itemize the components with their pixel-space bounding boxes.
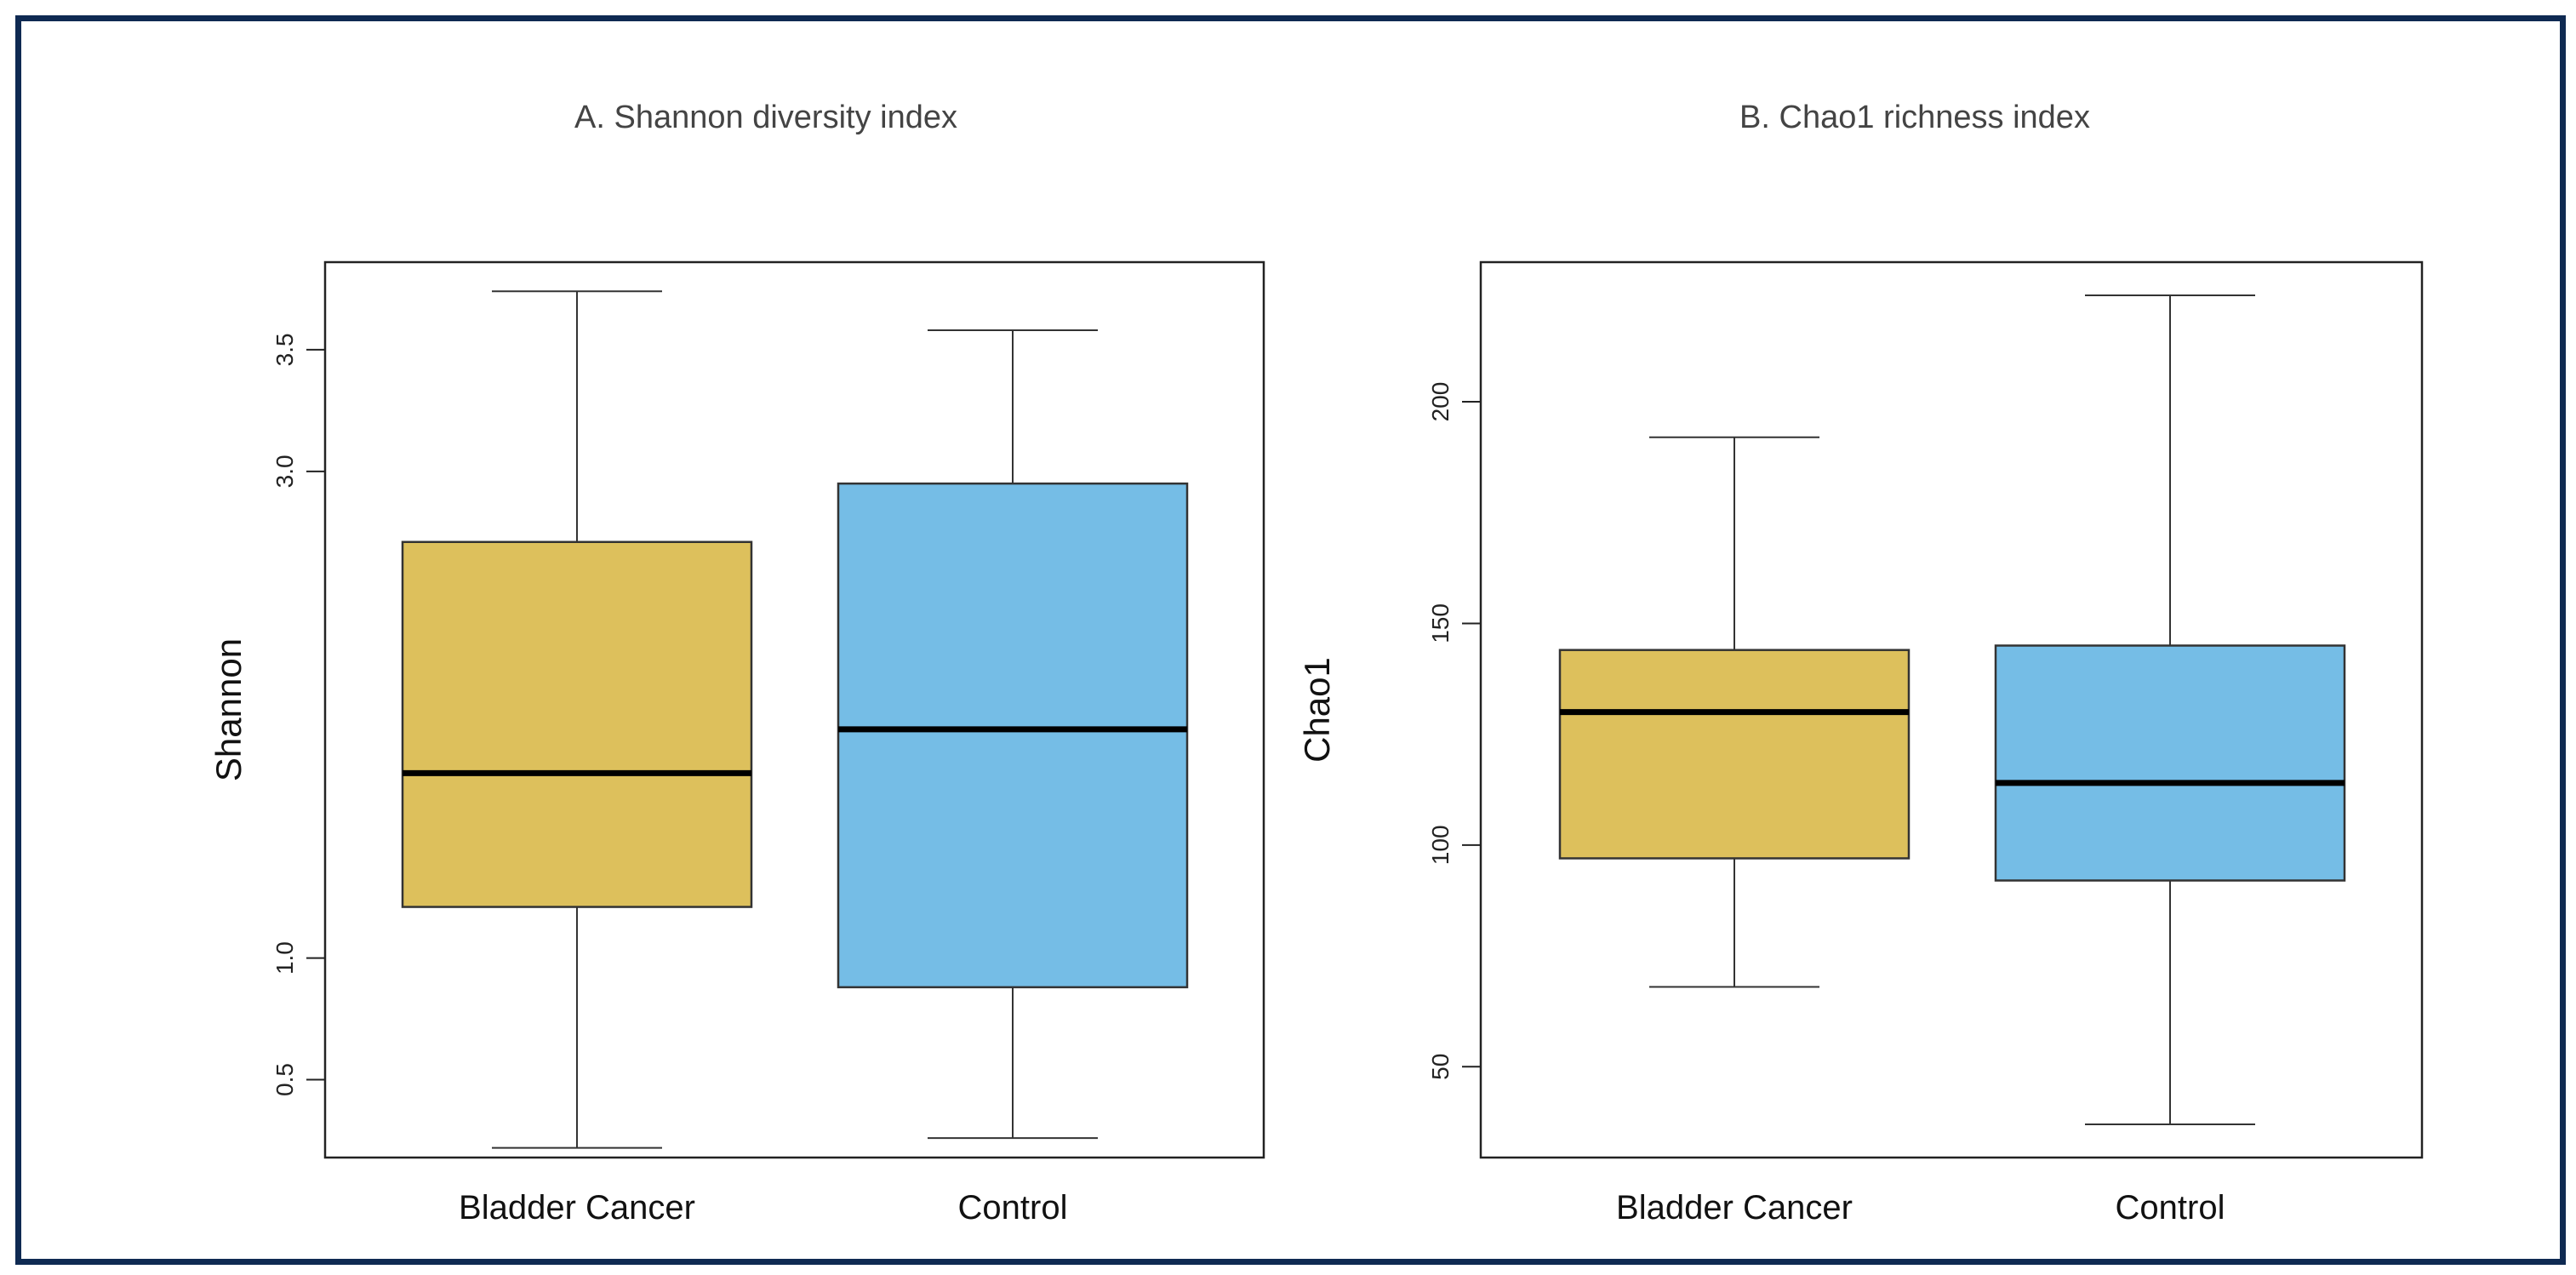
plot-marks: 0.5 1.0 3.0 3.5 Bladder Cancer Control xyxy=(271,260,1265,1226)
panel-shannon: A. Shannon diversity index Shannon 0.5 1.… xyxy=(208,100,1265,1226)
chart-title: A. Shannon diversity index xyxy=(574,100,957,135)
plot-area-border xyxy=(323,260,1265,1159)
y-tick-label: 3.0 xyxy=(271,455,298,488)
plot-marks: 50 100 150 200 Bladder Cancer Control xyxy=(1427,260,2424,1226)
box xyxy=(401,540,753,908)
y-tick-label: 100 xyxy=(1427,825,1454,865)
x-category-label: Bladder Cancer xyxy=(1616,1189,1853,1226)
y-tick-label: 150 xyxy=(1427,603,1454,643)
panel-chao1: B. Chao1 richness index Chao1 50 100 150 20… xyxy=(1297,100,2424,1226)
x-category-label: Bladder Cancer xyxy=(459,1189,695,1226)
plot-area-border xyxy=(1479,260,2424,1159)
y-tick-label: 3.5 xyxy=(271,333,298,366)
box xyxy=(837,482,1189,989)
y-axis-label: Shannon xyxy=(208,638,248,781)
x-category-label: Control xyxy=(958,1189,1068,1226)
box xyxy=(1994,644,2346,882)
box xyxy=(1558,649,1911,860)
y-tick-label: 50 xyxy=(1427,1054,1454,1080)
chart-title: B. Chao1 richness index xyxy=(1739,100,2090,135)
x-category-label: Control xyxy=(2116,1189,2225,1226)
y-axis-label: Chao1 xyxy=(1297,657,1337,763)
y-tick-label: 0.5 xyxy=(271,1063,298,1096)
y-tick-label: 200 xyxy=(1427,382,1454,422)
y-tick-label: 1.0 xyxy=(271,941,298,975)
